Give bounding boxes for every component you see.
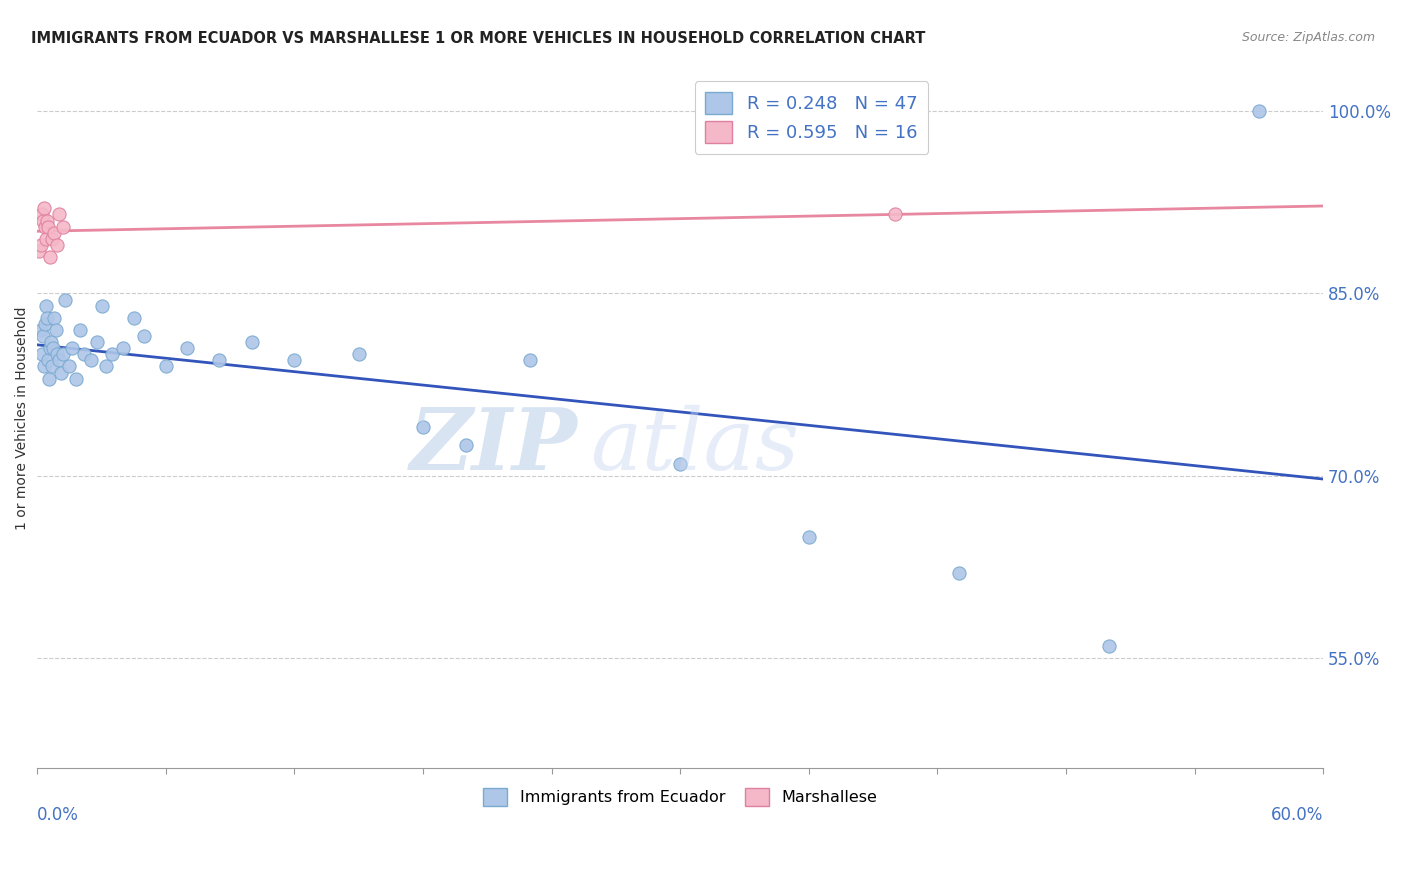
Point <box>37 353 59 368</box>
Point <box>39 341 62 355</box>
Point <box>35 299 58 313</box>
Point <box>65 371 87 385</box>
Point <box>32 202 55 216</box>
Point <box>412 420 434 434</box>
Point <box>53 293 76 307</box>
Point <box>44 310 66 325</box>
Point <box>94 359 117 374</box>
Point <box>42 341 65 355</box>
Point <box>155 359 177 374</box>
Point <box>49 366 72 380</box>
Text: Source: ZipAtlas.com: Source: ZipAtlas.com <box>1241 31 1375 45</box>
Point <box>519 353 541 368</box>
Point <box>31 213 53 227</box>
Point <box>37 219 59 234</box>
Point <box>41 359 63 374</box>
Point <box>58 359 80 374</box>
Point <box>1098 639 1121 653</box>
Point <box>112 341 135 355</box>
Point <box>44 226 66 240</box>
Point <box>31 207 53 221</box>
Point <box>39 335 62 350</box>
Point <box>90 299 112 313</box>
Point <box>45 347 67 361</box>
Text: atlas: atlas <box>591 405 800 487</box>
Point <box>86 335 108 350</box>
Point <box>41 232 63 246</box>
Point <box>347 347 370 361</box>
Point <box>52 219 75 234</box>
Point <box>32 359 55 374</box>
Point <box>134 329 156 343</box>
Point <box>208 353 231 368</box>
Text: 60.0%: 60.0% <box>1271 806 1323 824</box>
Point <box>34 317 56 331</box>
Point <box>30 323 52 337</box>
Point <box>35 232 58 246</box>
Point <box>60 341 83 355</box>
Legend: Immigrants from Ecuador, Marshallese: Immigrants from Ecuador, Marshallese <box>477 782 883 812</box>
Point <box>948 566 970 581</box>
Point <box>454 438 477 452</box>
Point <box>35 213 58 227</box>
Point <box>283 353 305 368</box>
Point <box>45 323 67 337</box>
Point <box>1247 104 1270 119</box>
Point <box>69 323 91 337</box>
Point <box>80 353 103 368</box>
Point <box>39 250 62 264</box>
Point <box>48 207 70 221</box>
Point <box>101 347 124 361</box>
Point <box>797 530 820 544</box>
Point <box>48 353 70 368</box>
Text: IMMIGRANTS FROM ECUADOR VS MARSHALLESE 1 OR MORE VEHICLES IN HOUSEHOLD CORRELATI: IMMIGRANTS FROM ECUADOR VS MARSHALLESE 1… <box>31 31 925 46</box>
Point <box>34 219 56 234</box>
Point <box>73 347 96 361</box>
Text: 0.0%: 0.0% <box>38 806 79 824</box>
Point <box>122 310 145 325</box>
Y-axis label: 1 or more Vehicles in Household: 1 or more Vehicles in Household <box>15 306 30 530</box>
Point <box>883 207 905 221</box>
Point <box>35 310 58 325</box>
Point <box>38 371 60 385</box>
Point <box>45 237 67 252</box>
Point <box>52 347 75 361</box>
Point <box>176 341 198 355</box>
Point <box>240 335 263 350</box>
Point <box>30 237 52 252</box>
Point <box>31 329 53 343</box>
Point <box>31 347 53 361</box>
Point <box>669 457 692 471</box>
Text: ZIP: ZIP <box>409 404 578 488</box>
Point <box>28 244 51 258</box>
